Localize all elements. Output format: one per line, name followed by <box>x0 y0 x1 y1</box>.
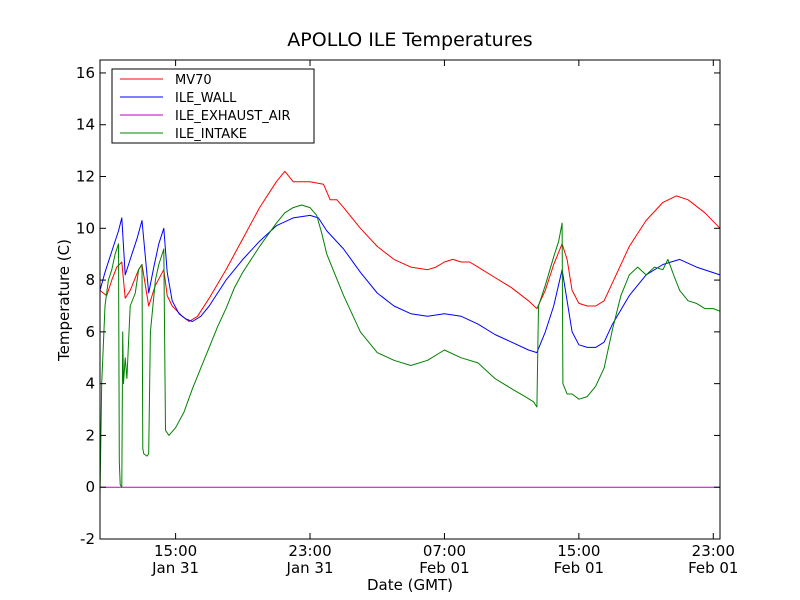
chart-title: APOLLO ILE Temperatures <box>287 29 532 51</box>
y-tick-label: -2 <box>80 530 95 548</box>
x-tick-date-label: Jan 31 <box>151 559 199 577</box>
legend-label: ILE_WALL <box>175 91 237 106</box>
x-tick-time-label: 23:00 <box>692 542 735 560</box>
y-tick-label: 12 <box>76 168 95 186</box>
legend-box <box>111 68 315 144</box>
y-tick-label: 0 <box>85 478 95 496</box>
legend-label: ILE_EXHAUST_AIR <box>175 109 291 124</box>
x-tick-date-label: Feb 01 <box>419 559 469 577</box>
y-tick-label: 10 <box>76 219 95 237</box>
y-tick-label: 16 <box>76 64 95 82</box>
x-axis-label: Date (GMT) <box>367 576 453 594</box>
y-axis-label: Temperature (C) <box>55 239 73 362</box>
legend-label: MV70 <box>175 73 212 88</box>
series-line-mv70 <box>99 170 721 322</box>
x-tick-date-label: Jan 31 <box>286 559 334 577</box>
x-tick-time-label: 15:00 <box>557 542 600 560</box>
x-tick-date-label: Feb 01 <box>688 559 738 577</box>
y-tick-label: 14 <box>76 116 95 134</box>
x-tick-time-label: 07:00 <box>423 542 466 560</box>
series-line-ile-wall <box>99 214 721 354</box>
series-layer <box>99 170 721 496</box>
y-tick-label: 6 <box>85 323 95 341</box>
y-tick-label: 8 <box>85 271 95 289</box>
y-tick-label: 2 <box>85 426 95 444</box>
legend-label: ILE_INTAKE <box>175 127 247 142</box>
x-tick-time-label: 15:00 <box>154 542 197 560</box>
plot-frame <box>99 59 721 540</box>
x-tick-date-label: Feb 01 <box>554 559 604 577</box>
legend: MV70 ILE_WALL ILE_EXHAUST_AIR ILE_INTAKE <box>111 68 315 144</box>
series-line-ile-intake <box>99 204 721 496</box>
x-tick-time-label: 23:00 <box>288 542 331 560</box>
y-tick-label: 4 <box>85 375 95 393</box>
